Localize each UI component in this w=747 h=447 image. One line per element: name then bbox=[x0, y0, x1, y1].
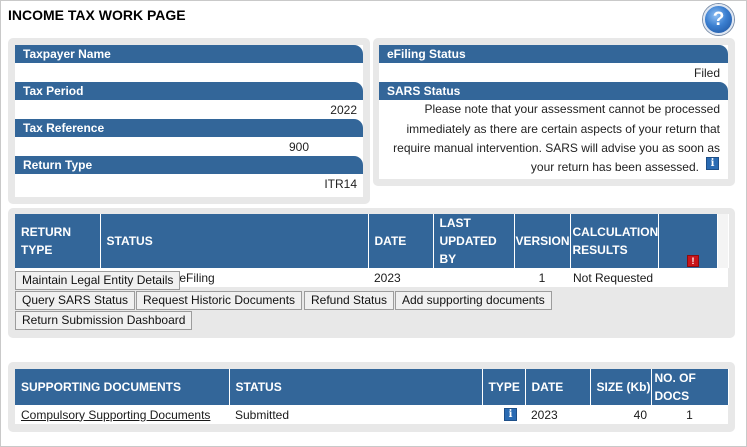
document-cell[interactable]: Compulsory Supporting Documents bbox=[15, 405, 229, 424]
date-cell: 2023 bbox=[368, 268, 433, 287]
col-return-type: RETURN TYPE bbox=[15, 214, 101, 268]
col-date: DATE bbox=[368, 214, 434, 268]
document-type-info-icon[interactable]: i bbox=[504, 408, 517, 421]
col-status: STATUS bbox=[100, 214, 369, 268]
tax-reference-value: 900 bbox=[15, 140, 309, 154]
warning-cell bbox=[658, 268, 717, 287]
efiling-status-header: eFiling Status bbox=[379, 45, 728, 63]
doc-status-cell: Submitted bbox=[229, 405, 482, 424]
col-doc-status: STATUS bbox=[229, 369, 483, 405]
col-no-of-docs: NO. OF DOCS bbox=[651, 369, 729, 405]
help-icon[interactable]: ? bbox=[703, 4, 734, 35]
maintain-legal-entity-button[interactable]: Maintain Legal Entity Details bbox=[15, 271, 181, 290]
sars-status-line-4: your return has been assessed. bbox=[530, 160, 699, 174]
request-historic-documents-button[interactable]: Request Historic Documents bbox=[136, 291, 303, 310]
sars-status-header: SARS Status bbox=[379, 82, 728, 100]
add-supporting-documents-button[interactable]: Add supporting documents bbox=[395, 291, 552, 310]
col-doc-date: DATE bbox=[525, 369, 591, 405]
return-type-value: ITR14 bbox=[324, 177, 357, 191]
calculation-results-cell: Not Requested bbox=[570, 268, 658, 287]
return-type-header: Return Type bbox=[15, 156, 363, 174]
col-supporting-documents: SUPPORTING DOCUMENTS bbox=[15, 369, 230, 405]
col-version: VERSION bbox=[514, 214, 571, 268]
tax-reference-header: Tax Reference bbox=[15, 119, 363, 137]
warning-icon[interactable]: ! bbox=[687, 255, 699, 267]
no-of-docs-cell: 1 bbox=[651, 405, 728, 424]
refund-status-button[interactable]: Refund Status bbox=[304, 291, 395, 310]
col-size: SIZE (Kb) bbox=[590, 369, 652, 405]
sars-status-line-1: Please note that your assessment cannot … bbox=[424, 102, 720, 116]
col-blank bbox=[658, 214, 718, 268]
sars-status-line-2: immediately as there are certain aspects… bbox=[406, 122, 720, 136]
return-submission-dashboard-button[interactable]: Return Submission Dashboard bbox=[15, 311, 193, 330]
compulsory-supporting-documents-link[interactable]: Compulsory Supporting Documents bbox=[21, 407, 211, 422]
table-row: Compulsory Supporting Documents Submitte… bbox=[15, 405, 728, 424]
scroll-cell bbox=[717, 268, 728, 287]
doc-date-cell: 2023 bbox=[525, 405, 590, 424]
tax-period-value: 2022 bbox=[330, 103, 357, 117]
page-title: INCOME TAX WORK PAGE bbox=[8, 7, 186, 23]
last-updated-cell bbox=[433, 268, 514, 287]
col-scroll bbox=[717, 214, 729, 268]
query-sars-status-button[interactable]: Query SARS Status bbox=[15, 291, 136, 310]
tax-reference-rest: 00 bbox=[295, 140, 309, 154]
sars-status-line-3: require manual intervention. SARS will a… bbox=[393, 141, 720, 155]
efiling-panel-body bbox=[379, 45, 728, 179]
version-cell: 1 bbox=[514, 268, 570, 287]
col-calculation-results: CALCULATION RESULTS bbox=[570, 214, 659, 268]
tax-period-header: Tax Period bbox=[15, 82, 363, 100]
tax-reference-digit: 9 bbox=[288, 140, 296, 154]
efiling-status-value: Filed bbox=[693, 66, 720, 80]
col-last-updated-by: LAST UPDATED BY bbox=[433, 214, 515, 268]
sars-info-icon[interactable]: i bbox=[706, 157, 719, 170]
supporting-documents-table: SUPPORTING DOCUMENTS STATUS TYPE DATE SI… bbox=[15, 369, 729, 424]
taxpayer-name-header: Taxpayer Name bbox=[15, 45, 363, 63]
col-type: TYPE bbox=[482, 369, 526, 405]
size-cell: 40 bbox=[590, 405, 651, 424]
